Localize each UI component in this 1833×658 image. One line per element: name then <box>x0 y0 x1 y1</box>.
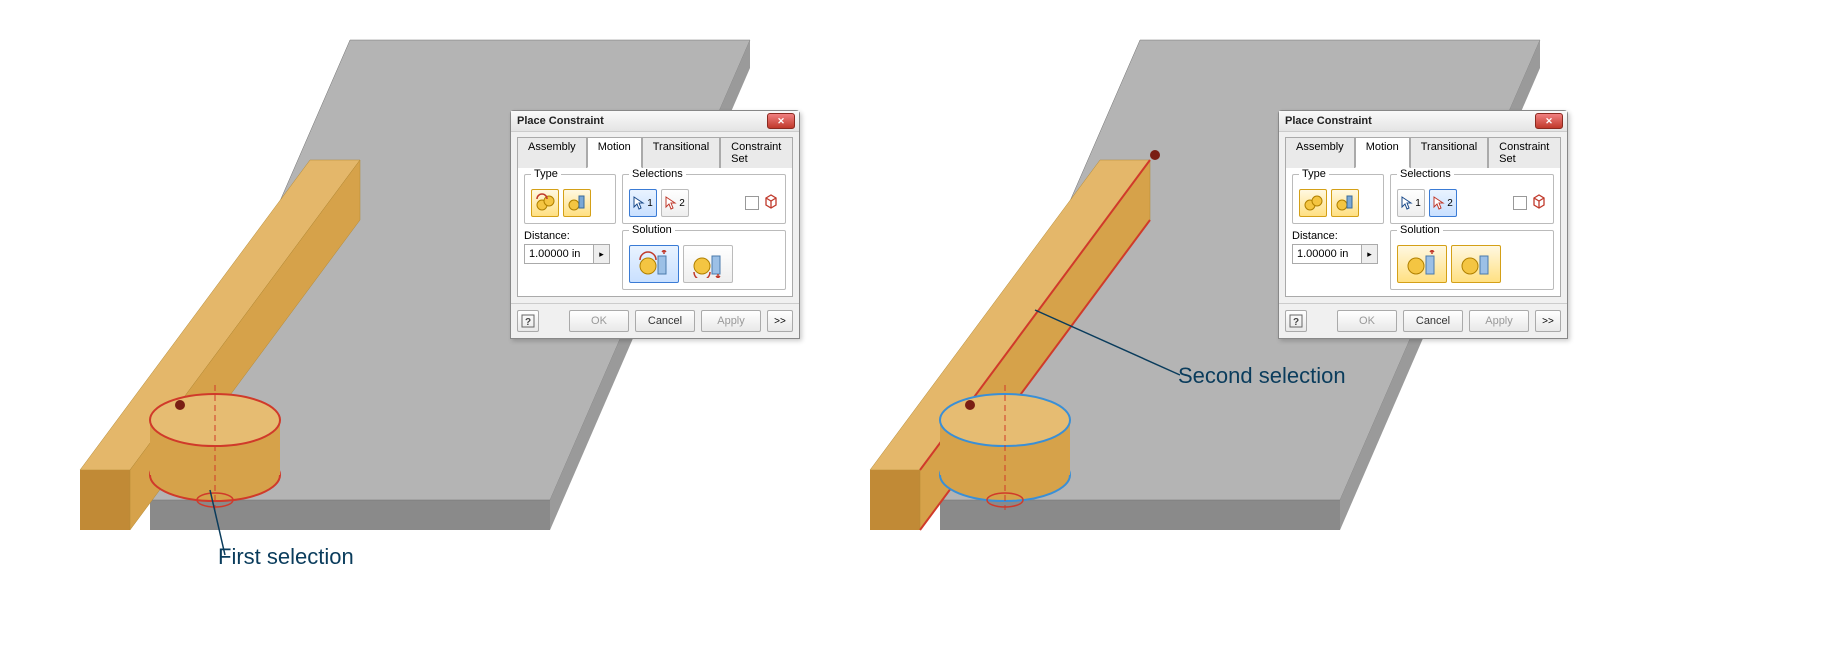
type-rotation-translation-icon-r[interactable] <box>1331 189 1359 217</box>
pick-second-button[interactable]: 2 <box>661 189 689 217</box>
group-selections: Selections 1 2 <box>622 174 786 224</box>
place-constraint-dialog-right: Place Constraint ✕ Assembly Motion Trans… <box>1278 110 1568 339</box>
group-type-r: Type <box>1292 174 1384 224</box>
apply-button[interactable]: Apply <box>701 310 761 332</box>
distance-group: Distance: ▸ <box>524 230 616 264</box>
group-type: Type <box>524 174 616 224</box>
dialog-tabs: Assembly Motion Transitional Constraint … <box>511 132 799 167</box>
cancel-button[interactable]: Cancel <box>635 310 695 332</box>
tab-assembly[interactable]: Assembly <box>517 137 587 168</box>
svg-text:?: ? <box>1293 317 1299 328</box>
tab-motion[interactable]: Motion <box>587 137 642 168</box>
distance-group-r: Distance: ▸ <box>1292 230 1384 264</box>
tab-motion-r[interactable]: Motion <box>1355 137 1410 168</box>
cube-icon <box>763 193 779 214</box>
callout-second-selection: Second selection <box>1178 363 1346 389</box>
type-rotation-translation-icon[interactable] <box>563 189 591 217</box>
dialog-title: Place Constraint <box>517 115 604 127</box>
pick-first-button[interactable]: 1 <box>629 189 657 217</box>
type-rotation-icon[interactable] <box>531 189 559 217</box>
solution-label: Solution <box>629 224 675 236</box>
distance-flyout-r[interactable]: ▸ <box>1362 244 1378 264</box>
callout-first-selection: First selection <box>218 544 354 570</box>
pick-part-checkbox-r[interactable] <box>1513 196 1527 210</box>
cancel-button-r[interactable]: Cancel <box>1403 310 1463 332</box>
solution-reverse-icon[interactable] <box>683 245 733 283</box>
place-constraint-dialog-left: Place Constraint ✕ Assembly Motion Trans… <box>510 110 800 339</box>
solution-forward-icon[interactable] <box>629 245 679 283</box>
dialog-tabs-r: Assembly Motion Transitional Constraint … <box>1279 132 1567 167</box>
help-button-r[interactable]: ? <box>1285 310 1307 332</box>
type-rotation-icon-r[interactable] <box>1299 189 1327 217</box>
tab-transitional-r[interactable]: Transitional <box>1410 137 1488 168</box>
distance-flyout[interactable]: ▸ <box>594 244 610 264</box>
dialog-titlebar[interactable]: Place Constraint ✕ <box>511 111 799 132</box>
dialog-button-row-r: ? OK Cancel Apply >> <box>1279 303 1567 338</box>
tab-constraint-set-r[interactable]: Constraint Set <box>1488 137 1561 168</box>
pick-first-button-r[interactable]: 1 <box>1397 189 1425 217</box>
distance-input-r[interactable] <box>1292 244 1362 264</box>
distance-label: Distance: <box>524 230 616 242</box>
ok-button-r[interactable]: OK <box>1337 310 1397 332</box>
dialog-button-row: ? OK Cancel Apply >> <box>511 303 799 338</box>
tab-constraint-set[interactable]: Constraint Set <box>720 137 793 168</box>
solution-forward-icon-r[interactable] <box>1397 245 1447 283</box>
ok-button[interactable]: OK <box>569 310 629 332</box>
group-solution: Solution <box>622 230 786 290</box>
svg-text:?: ? <box>525 317 531 328</box>
dialog-titlebar-r[interactable]: Place Constraint ✕ <box>1279 111 1567 132</box>
group-solution-r: Solution <box>1390 230 1554 290</box>
group-selections-r: Selections 1 2 <box>1390 174 1554 224</box>
tab-transitional[interactable]: Transitional <box>642 137 720 168</box>
pick-part-checkbox[interactable] <box>745 196 759 210</box>
expand-button[interactable]: >> <box>767 310 793 332</box>
help-button[interactable]: ? <box>517 310 539 332</box>
pick-second-button-r[interactable]: 2 <box>1429 189 1457 217</box>
tab-assembly-r[interactable]: Assembly <box>1285 137 1355 168</box>
selections-label: Selections <box>629 168 686 180</box>
close-button[interactable]: ✕ <box>767 113 795 129</box>
cube-icon-r <box>1531 193 1547 214</box>
distance-input[interactable] <box>524 244 594 264</box>
dialog-title-r: Place Constraint <box>1285 115 1372 127</box>
close-button-r[interactable]: ✕ <box>1535 113 1563 129</box>
expand-button-r[interactable]: >> <box>1535 310 1561 332</box>
tab-body: Type Selections 1 2 <box>517 167 793 297</box>
apply-button-r[interactable]: Apply <box>1469 310 1529 332</box>
type-label: Type <box>531 168 561 180</box>
solution-reverse-icon-r[interactable] <box>1451 245 1501 283</box>
tab-body-r: Type Selections 1 2 <box>1285 167 1561 297</box>
